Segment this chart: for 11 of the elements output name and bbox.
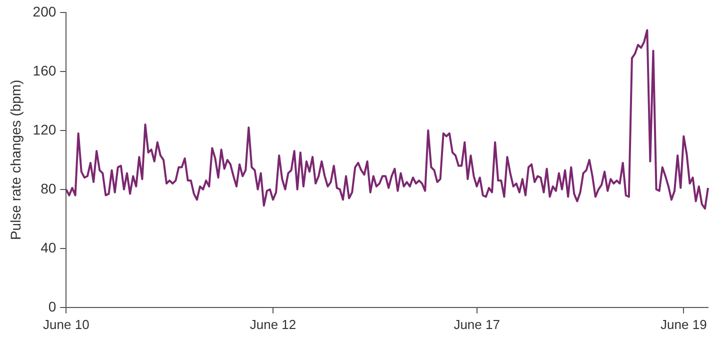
y-tick-label: 0 <box>48 298 56 314</box>
x-tick-label: June 19 <box>660 316 707 332</box>
y-axis-title: Pulse rate changes (bpm) <box>7 80 24 240</box>
y-tick-label: 160 <box>32 62 56 78</box>
x-tick-label: June 10 <box>43 316 90 332</box>
y-tick-label: 120 <box>32 121 56 138</box>
y-tick-label: 40 <box>40 239 56 256</box>
y-tick-label: 200 <box>32 3 56 20</box>
x-tick-label: June 12 <box>250 316 296 332</box>
y-tick-label: 80 <box>40 180 56 196</box>
x-tick-label: June 17 <box>454 316 500 332</box>
